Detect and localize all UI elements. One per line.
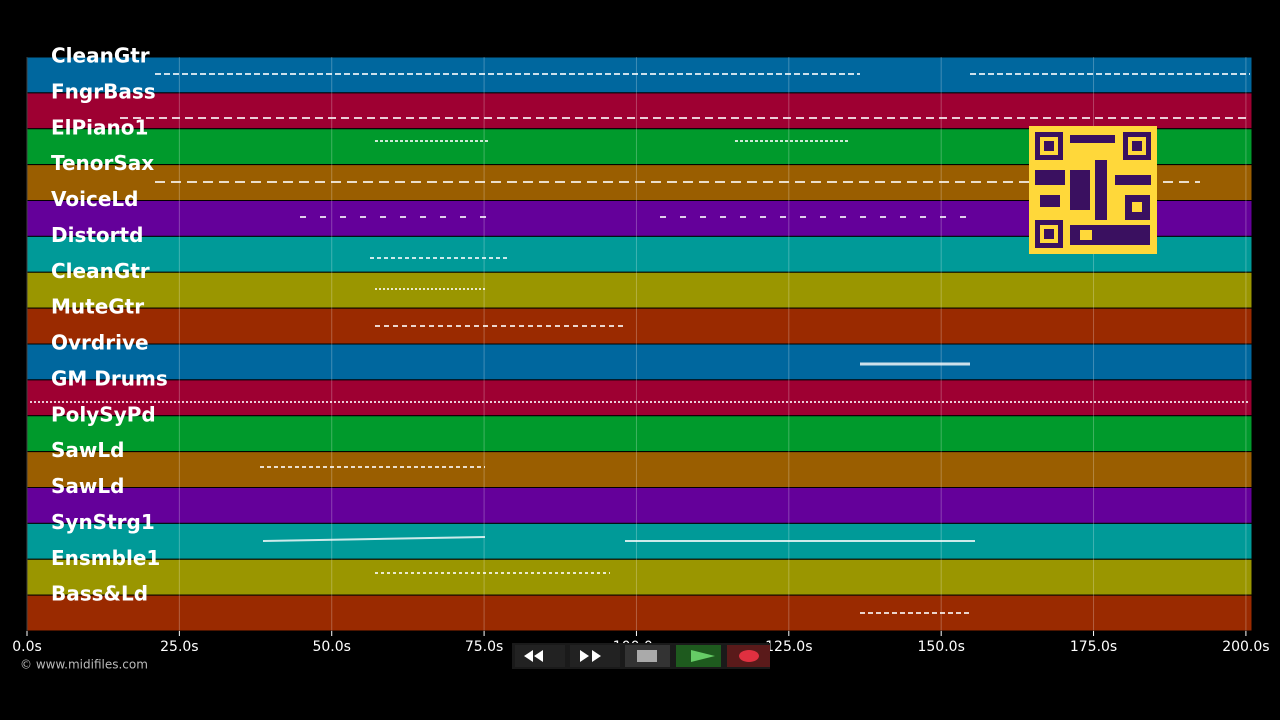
track-name: MuteGtr	[51, 295, 144, 319]
track-lane	[26, 415, 1253, 453]
track-name: SynStrg1	[51, 510, 155, 534]
track-name: Bass&Ld	[51, 582, 148, 606]
forward-icon	[580, 650, 601, 662]
note-row	[262, 536, 486, 542]
track-name: Distortd	[51, 223, 143, 247]
play-button[interactable]	[676, 645, 721, 667]
tick-label: 0.0s	[12, 639, 42, 655]
track-lane	[26, 343, 1253, 381]
track-lane	[26, 271, 1253, 309]
track-name: Ovrdrive	[51, 331, 149, 355]
qr-module	[1035, 170, 1065, 185]
qr-eye	[1132, 141, 1142, 151]
play-icon	[691, 650, 715, 662]
track-labels: CleanGtr FngrBass ElPiano1 TenorSax VoiceLd D…	[51, 44, 168, 606]
qr-module	[1095, 160, 1107, 220]
track-name: SawLd	[51, 438, 124, 462]
track-name: ElPiano1	[51, 115, 148, 139]
tick-label: 125.0s	[765, 639, 812, 655]
stop-button[interactable]	[625, 645, 670, 667]
stop-icon	[637, 650, 657, 662]
tick-label: 50.0s	[312, 639, 350, 655]
track-name: PolySyPd	[51, 402, 156, 426]
track-lane	[26, 487, 1253, 524]
qr-eye	[1044, 229, 1054, 239]
tick-label: 200.0s	[1222, 639, 1269, 655]
qr-inner	[1080, 230, 1092, 240]
track-name: Ensmble1	[51, 546, 160, 570]
tick-label: 175.0s	[1070, 639, 1117, 655]
track-name: TenorSax	[51, 151, 154, 175]
track-lane	[26, 379, 1253, 417]
track-name: FngrBass	[51, 79, 156, 103]
qr-module	[1115, 175, 1151, 185]
qr-code	[1029, 126, 1157, 254]
tick-label: 25.0s	[160, 639, 198, 655]
track-name: GM Drums	[51, 366, 168, 390]
track-name: VoiceLd	[51, 187, 138, 211]
track-lane	[26, 594, 1253, 632]
record-icon	[739, 650, 759, 662]
track-name: CleanGtr	[51, 259, 150, 283]
credit: © www.midifiles.com	[20, 658, 148, 672]
track-lane	[26, 558, 1253, 596]
track-name: SawLd	[51, 474, 124, 498]
tick-label: 150.0s	[917, 639, 964, 655]
qr-module	[1040, 195, 1060, 207]
forward-button[interactable]	[570, 645, 620, 667]
qr-inner	[1132, 202, 1142, 212]
track-lane	[26, 92, 1253, 130]
qr-eye	[1044, 141, 1054, 151]
grid	[26, 57, 1247, 631]
notes	[30, 73, 1250, 614]
qr-module	[1070, 135, 1115, 143]
track-name: CleanGtr	[51, 44, 150, 68]
rewind-button[interactable]	[515, 645, 565, 667]
qr-module	[1070, 170, 1090, 210]
record-button[interactable]	[727, 645, 770, 667]
rewind-icon	[524, 650, 543, 662]
track-lane	[26, 307, 1253, 345]
track-lane	[26, 451, 1253, 488]
transport-controls	[512, 643, 770, 669]
tick-label: 75.0s	[465, 639, 503, 655]
